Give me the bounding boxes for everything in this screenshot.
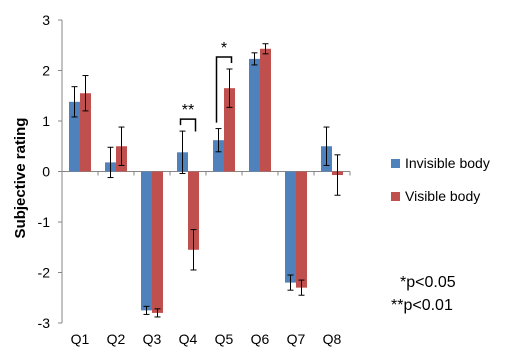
error-bar-visible-body-q2 <box>118 126 125 166</box>
error-bar-visible-body-q7 <box>298 279 305 296</box>
legend-label-visible-body: Visible body <box>405 188 480 204</box>
y-tick-label: -2 <box>38 265 51 281</box>
y-tick-label: -1 <box>38 214 51 230</box>
bar-visible-body-q4 <box>188 171 199 250</box>
error-bar-invisible-body-q7 <box>287 274 294 291</box>
bar-visible-body-q5 <box>224 88 235 172</box>
x-tick-label-q8: Q8 <box>323 331 342 347</box>
x-tick-label-q7: Q7 <box>287 331 306 347</box>
error-bar-invisible-body-q4 <box>179 130 186 175</box>
bar-invisible-body-q7 <box>285 171 296 283</box>
significance-bracket-q4: ** <box>179 102 197 132</box>
bar-visible-body-q3 <box>152 171 163 313</box>
error-bars-layer <box>71 43 341 318</box>
error-bar-invisible-body-q5 <box>215 128 222 153</box>
error-bar-invisible-body-q6 <box>251 52 258 66</box>
bar-invisible-body-q5 <box>213 140 224 172</box>
bar-invisible-body-q6 <box>249 58 260 172</box>
bars-layer <box>69 48 343 313</box>
x-tick-label-q2: Q2 <box>107 331 126 347</box>
error-bar-visible-body-q8 <box>334 154 341 196</box>
error-bar-visible-body-q4 <box>190 229 197 271</box>
y-axis-label: Subjective rating <box>12 118 29 239</box>
x-tick-label-q6: Q6 <box>251 331 270 347</box>
significance-notes: *p<0.05 **p<0.01 <box>391 274 456 314</box>
legend-swatch-invisible-body <box>391 159 400 168</box>
error-bar-invisible-body-q2 <box>107 146 114 179</box>
significance-bracket-q5: * <box>215 40 233 123</box>
tick-labels-layer: -3 -2 -1 0 1 2 3 Q1 Q2 Q3 Q4 Q5 Q6 Q7 Q8 <box>38 12 342 347</box>
bar-visible-body-q1 <box>80 93 91 172</box>
significance-label-q4: ** <box>182 102 194 119</box>
bar-invisible-body-q1 <box>69 101 80 172</box>
significance-layer: *** <box>179 40 233 132</box>
error-bar-invisible-body-q3 <box>143 305 150 315</box>
error-bar-visible-body-q6 <box>262 43 269 55</box>
error-bar-invisible-body-q8 <box>323 126 330 166</box>
x-tick-label-q3: Q3 <box>143 331 162 347</box>
legend-swatch-visible-body <box>391 192 400 201</box>
x-tick-label-q1: Q1 <box>71 331 90 347</box>
legend: Invisible body Visible body <box>391 155 490 204</box>
bar-invisible-body-q3 <box>141 171 152 311</box>
error-bar-visible-body-q5 <box>226 68 233 108</box>
y-tick-label: 1 <box>42 113 50 129</box>
significance-label-q5: * <box>221 40 227 57</box>
note-p005: *p<0.05 <box>400 274 456 291</box>
note-p001: **p<0.01 <box>391 297 453 314</box>
y-tick-label: 2 <box>42 63 50 79</box>
error-bar-visible-body-q3 <box>154 308 161 318</box>
x-tick-label-q5: Q5 <box>215 331 234 347</box>
y-tick-label: -3 <box>38 315 51 331</box>
error-bar-invisible-body-q1 <box>71 86 78 118</box>
y-tick-label: 0 <box>42 164 50 180</box>
legend-label-invisible-body: Invisible body <box>405 155 490 171</box>
x-tick-label-q4: Q4 <box>179 331 198 347</box>
bar-visible-body-q6 <box>260 48 271 172</box>
y-tick-label: 3 <box>42 12 50 28</box>
error-bar-visible-body-q1 <box>82 75 89 112</box>
bar-visible-body-q7 <box>296 171 307 288</box>
